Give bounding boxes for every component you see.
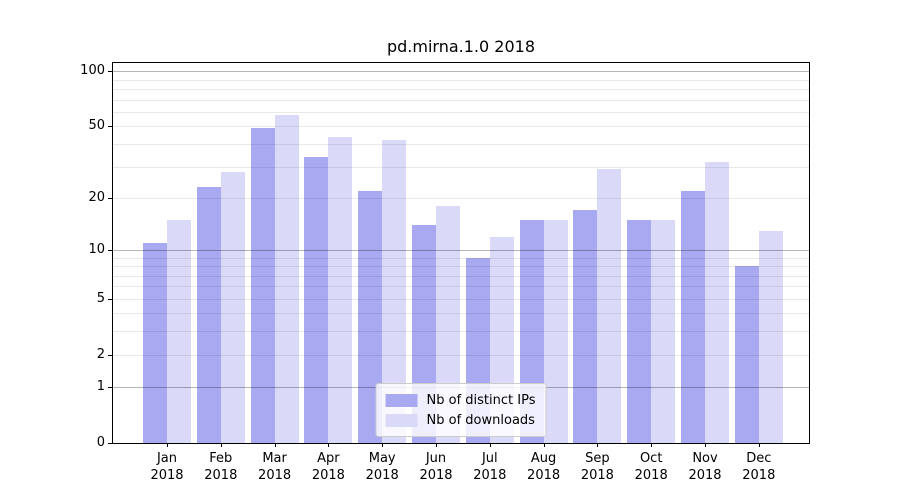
x-tick-label-may: May 2018: [365, 451, 399, 483]
y-tick-5: [108, 299, 112, 300]
x-tick-label-apr: Apr 2018: [311, 451, 345, 483]
legend-item-distinct-ips: Nb of distinct IPs: [385, 390, 536, 410]
bar-distinct-ips-dec: [734, 266, 759, 443]
gridline-minor-2: [113, 354, 809, 356]
gridline-minor-40: [113, 144, 809, 145]
gridline-minor-3: [113, 331, 809, 333]
x-tick-label-dec: Dec 2018: [742, 451, 776, 483]
x-tick-label-jun: Jun 2018: [419, 451, 453, 483]
gridline-minor-90: [113, 79, 809, 81]
bar-distinct-ips-jan: [143, 242, 167, 443]
x-tick-label-jan: Jan 2018: [150, 451, 184, 483]
x-tick-jun: [436, 443, 437, 447]
bar-downloads-jan: [167, 219, 191, 443]
gridline-minor-30: [113, 166, 809, 168]
y-tick-100: [108, 71, 112, 72]
x-tick-sep: [597, 443, 598, 447]
x-tick-feb: [221, 443, 222, 447]
bar-downloads-feb: [220, 171, 245, 443]
y-tick-2: [108, 355, 112, 356]
x-tick-label-nov: Nov 2018: [688, 451, 722, 483]
legend-swatch-distinct-ips: [385, 393, 418, 407]
x-tick-may: [382, 443, 383, 447]
x-tick-label-feb: Feb 2018: [204, 451, 238, 483]
gridline-minor-80: [113, 89, 809, 91]
bar-downloads-sep: [597, 169, 622, 443]
x-tick-label-jul: Jul 2018: [473, 451, 507, 483]
gridline-minor-9: [113, 257, 809, 259]
gridline-minor-7: [113, 275, 809, 277]
x-tick-dec: [759, 443, 760, 447]
gridline-minor-60: [113, 112, 809, 113]
bar-downloads-dec: [758, 230, 783, 443]
y-tick-label-1: 1: [96, 379, 105, 395]
gridline-minor-20: [113, 197, 809, 199]
gridline-minor-5: [113, 298, 809, 300]
y-tick-label-10: 10: [88, 241, 105, 257]
x-tick-jul: [490, 443, 491, 447]
bar-distinct-ips-sep: [573, 210, 598, 443]
legend-swatch-downloads: [385, 413, 418, 427]
gridline-major-100: [113, 71, 809, 73]
x-tick-jan: [167, 443, 168, 447]
plot-area: Nb of distinct IPs Nb of downloads 0 1 2 5 1…: [80, 62, 810, 483]
bar-downloads-apr: [328, 136, 353, 443]
gridline-minor-8: [113, 266, 809, 268]
y-tick-0: [108, 443, 112, 444]
x-tick-label-sep: Sep 2018: [580, 451, 614, 483]
bar-downloads-mar: [274, 114, 299, 443]
y-tick-label-20: 20: [88, 189, 105, 205]
x-tick-nov: [705, 443, 706, 447]
bar-distinct-ips-feb: [196, 187, 221, 443]
bar-distinct-ips-oct: [627, 219, 652, 443]
gridline-major-10: [113, 249, 809, 251]
gridline-minor-4: [113, 313, 809, 315]
x-tick-label-oct: Oct 2018: [634, 451, 668, 483]
x-tick-mar: [275, 443, 276, 447]
y-tick-label-50: 50: [88, 118, 105, 134]
y-tick-label-100: 100: [80, 63, 105, 79]
gridline-minor-50: [113, 126, 809, 128]
y-tick-label-0: 0: [96, 435, 105, 450]
y-tick-10: [108, 250, 112, 251]
legend-label-downloads: Nb of downloads: [426, 412, 535, 428]
bar-distinct-ips-apr: [304, 156, 329, 443]
gridline-minor-70: [113, 99, 809, 101]
legend: Nb of distinct IPs Nb of downloads: [375, 383, 547, 437]
x-tick-label-mar: Mar 2018: [258, 451, 292, 483]
x-tick-oct: [651, 443, 652, 447]
x-tick-apr: [328, 443, 329, 447]
y-tick-20: [108, 198, 112, 199]
bar-distinct-ips-nov: [681, 190, 705, 443]
legend-item-downloads: Nb of downloads: [385, 410, 536, 430]
bar-downloads-aug: [543, 219, 568, 443]
y-tick-label-2: 2: [96, 346, 105, 362]
bar-distinct-ips-mar: [250, 128, 275, 443]
y-tick-1: [108, 387, 112, 388]
legend-label-distinct-ips: Nb of distinct IPs: [426, 392, 536, 408]
x-tick-label-aug: Aug 2018: [527, 451, 561, 483]
bar-downloads-oct: [651, 219, 676, 443]
gridline-minor-6: [113, 286, 809, 288]
y-tick-label-5: 5: [96, 290, 105, 306]
bar-downloads-nov: [705, 161, 729, 443]
chart-title: pd.mirna.1.0 2018: [386, 37, 535, 56]
x-tick-aug: [544, 443, 545, 447]
y-tick-50: [108, 126, 112, 127]
